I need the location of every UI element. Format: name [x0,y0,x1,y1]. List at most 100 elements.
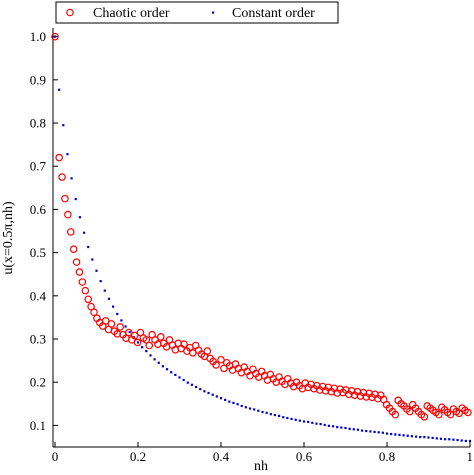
constant-order-point [352,428,355,431]
constant-order-point [182,378,185,382]
chaotic-order-point [69,245,78,253]
constant-order-point [265,411,268,414]
constant-order-point [74,197,77,201]
legend-marker-constant-order [212,11,215,14]
chaotic-order-point [125,328,133,337]
constant-order-point [340,426,343,429]
chaotic-order-point [51,32,59,41]
constant-order-point [464,439,467,443]
constant-order-point [315,422,318,425]
constant-order-point [174,373,177,376]
constant-order-point [452,438,455,441]
constant-order-point [62,124,65,127]
constant-order-point [385,432,389,435]
x-tick-label: 0 [52,449,59,464]
constant-order-point [439,437,443,440]
chaotic-order-point [406,407,414,416]
constant-order-point [178,376,181,379]
x-tick-label: 0.8 [379,449,395,464]
chaotic-order-point [212,361,220,369]
chaotic-order-point [217,355,225,364]
chaotic-order-point [116,323,124,331]
constant-order-point [248,407,252,410]
y-tick-label: 1.0 [30,29,46,44]
y-axis-label: u(x=0.5π,nh) [1,201,16,275]
constant-order-point [190,383,194,386]
constant-order-point [257,409,260,412]
x-axis-label: nh [254,459,268,474]
chaotic-order-point [464,408,472,417]
legend-marker-chaotic-order [66,8,74,17]
chaotic-order-point [75,268,84,276]
x-tick-label: 0.6 [296,449,313,464]
chaotic-order-point [435,410,443,419]
y-ticks: 0.1 0.2 0.3 0.4 0.5 0.6 0.7 0.8 0.9 1.0 [30,29,58,433]
constant-order-point [431,436,434,440]
constant-order-point [369,430,372,433]
constant-order-point [444,438,447,441]
constant-order-point [186,381,189,384]
constant-order-point [282,416,285,419]
constant-order-point [406,434,409,437]
constant-order-point [103,289,106,292]
constant-order-point [323,423,326,427]
series-chaotic-order [51,32,472,421]
constant-order-point [435,437,438,440]
constant-order-point [414,435,418,438]
constant-order-point [311,421,314,424]
constant-order-point [307,420,310,424]
constant-order-point [107,297,111,300]
constant-order-point [112,305,115,308]
constant-order-point [398,433,401,437]
constant-order-point [302,420,306,423]
constant-order-point [141,346,144,349]
constant-order-point [165,368,169,371]
chaotic-order-point [101,317,110,325]
y-tick-label: 0.9 [30,72,46,87]
constant-order-point [195,385,198,389]
chaotic-order-point [180,340,188,348]
constant-order-point [419,435,422,439]
constant-order-point [410,435,413,438]
constant-order-point [170,371,173,374]
y-tick-label: 0.5 [30,245,46,260]
y-tick-label: 0.6 [30,202,47,217]
constant-order-point [294,418,297,421]
constant-order-point [157,361,160,364]
constant-order-point [319,423,322,426]
chaotic-order-point [81,286,90,295]
y-tick-label: 0.4 [30,288,47,303]
constant-order-point [460,439,463,442]
constant-order-point [253,408,256,411]
constant-order-point [356,428,360,431]
chaotic-order-point [90,308,98,317]
constant-order-point [240,404,243,408]
legend-box [55,1,339,24]
constant-order-point [269,413,272,416]
constant-order-point [211,393,214,396]
constant-order-point [199,388,202,391]
constant-order-point [145,350,148,353]
series-constant-order [53,35,472,443]
constant-order-point [361,429,364,432]
chaotic-order-point [203,347,212,355]
constant-order-point [336,426,339,429]
constant-order-point [207,391,210,395]
x-tick-label: 1 [467,449,474,464]
constant-order-point [278,414,281,417]
constant-order-point [261,410,264,414]
constant-order-point [348,427,351,430]
constant-order-point [153,358,156,361]
constant-order-point [116,312,119,316]
constant-order-point [377,431,380,434]
constant-order-point [87,245,90,249]
chaotic-order-point [64,210,72,219]
chaotic-order-point [66,228,75,236]
constant-order-point [286,416,289,420]
constant-order-point [228,400,231,403]
constant-order-point [244,406,247,409]
constant-order-point [365,429,368,433]
chaotic-order-point [72,258,81,266]
chaotic-order-point [58,173,66,181]
